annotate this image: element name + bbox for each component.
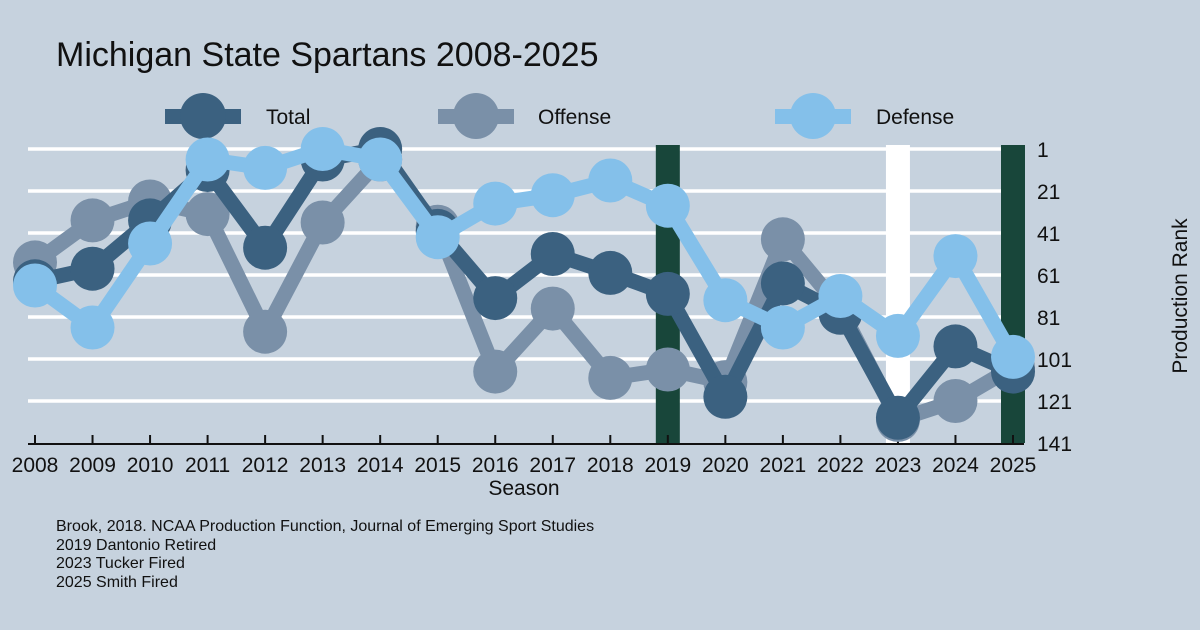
point-defense-2022 bbox=[818, 274, 863, 318]
point-defense-2020 bbox=[703, 278, 748, 323]
point-total-2016 bbox=[473, 276, 518, 321]
series-total bbox=[13, 127, 1035, 440]
point-total-2012 bbox=[243, 225, 288, 270]
series-layer bbox=[13, 127, 1035, 442]
x-tick-label: 2011 bbox=[185, 454, 230, 477]
x-tick-label: 2008 bbox=[12, 454, 59, 477]
x-tick-label: 2022 bbox=[817, 454, 864, 477]
legend-label: Total bbox=[266, 106, 310, 129]
legend-label: Defense bbox=[876, 106, 954, 129]
x-tick-label: 2016 bbox=[472, 454, 519, 477]
chart-title: Michigan State Spartans 2008-2025 bbox=[56, 36, 598, 74]
x-axis: 2008 2009 2010 2011 2012 2013 2014 2015 2016 2017… bbox=[12, 435, 1037, 477]
point-total-2021 bbox=[760, 261, 805, 306]
point-offense-2011 bbox=[185, 192, 230, 237]
y-tick-label: 21 bbox=[1037, 181, 1060, 204]
note-source: Brook, 2018. NCAA Production Function, J… bbox=[56, 518, 595, 535]
point-total-2019 bbox=[645, 271, 690, 316]
point-defense-2021 bbox=[760, 305, 805, 350]
point-defense-2017 bbox=[530, 173, 575, 218]
x-tick-label: 2012 bbox=[242, 454, 289, 477]
note-2023: 2023 Tucker Fired bbox=[56, 555, 185, 572]
point-defense-2016 bbox=[473, 181, 518, 226]
legend-label: Offense bbox=[538, 106, 611, 129]
point-total-2018 bbox=[588, 250, 633, 295]
point-offense-2021 bbox=[760, 217, 805, 262]
y-tick-label: 41 bbox=[1037, 223, 1060, 246]
point-defense-2023 bbox=[875, 313, 920, 358]
x-tick-label: 2015 bbox=[414, 454, 461, 477]
x-tick-label: 2009 bbox=[69, 454, 116, 477]
legend-marker-swatch bbox=[790, 93, 836, 139]
point-offense-2016 bbox=[473, 349, 518, 394]
point-defense-2009 bbox=[70, 305, 115, 350]
point-defense-2018 bbox=[588, 158, 633, 203]
y-axis-title: Production Rank bbox=[1169, 218, 1192, 374]
legend: Total Offense Defense bbox=[165, 93, 954, 139]
point-offense-2013 bbox=[300, 200, 345, 245]
y-tick-label: 81 bbox=[1037, 307, 1060, 330]
y-tick-label: 61 bbox=[1037, 265, 1060, 288]
source-notes: Brook, 2018. NCAA Production Function, J… bbox=[56, 518, 594, 592]
series-line-defense bbox=[30, 141, 1020, 361]
point-offense-2019 bbox=[645, 347, 690, 392]
x-tick-label: 2025 bbox=[990, 454, 1037, 477]
x-tick-label: 2017 bbox=[529, 454, 576, 477]
point-defense-2019 bbox=[645, 183, 690, 228]
point-defense-2014 bbox=[358, 137, 403, 182]
note-2025: 2025 Smith Fired bbox=[56, 573, 178, 591]
y-tick-label: 101 bbox=[1037, 349, 1072, 372]
point-defense-2024 bbox=[933, 234, 978, 279]
y-tick-label: 1 bbox=[1037, 139, 1049, 162]
point-defense-2025 bbox=[991, 334, 1035, 379]
point-total-2024 bbox=[933, 324, 978, 369]
x-tick-label: 2010 bbox=[127, 454, 174, 477]
point-defense-2012 bbox=[243, 145, 288, 190]
point-offense-2024 bbox=[933, 379, 978, 423]
point-offense-2018 bbox=[588, 355, 633, 400]
point-defense-2010 bbox=[128, 221, 173, 266]
x-tick-label: 2024 bbox=[932, 454, 979, 477]
legend-item-defense: Defense bbox=[775, 93, 954, 139]
x-tick-label: 2019 bbox=[644, 454, 691, 477]
x-tick-label: 2020 bbox=[702, 454, 749, 477]
point-defense-2015 bbox=[415, 215, 460, 260]
x-axis-title: Season bbox=[488, 477, 559, 500]
legend-item-offense: Offense bbox=[438, 93, 611, 139]
point-offense-2012 bbox=[243, 309, 288, 354]
event-bar-2025 bbox=[1001, 145, 1025, 443]
y-tick-label: 141 bbox=[1037, 433, 1072, 456]
legend-marker-swatch bbox=[453, 93, 499, 139]
x-tick-label: 2021 bbox=[760, 454, 807, 477]
x-tick-label: 2018 bbox=[587, 454, 634, 477]
x-tick-label: 2023 bbox=[875, 454, 922, 477]
x-tick-label: 2013 bbox=[299, 454, 346, 477]
point-total-2023 bbox=[875, 395, 920, 440]
legend-marker-swatch bbox=[180, 93, 226, 139]
point-total-2020 bbox=[703, 374, 748, 419]
series-defense bbox=[13, 127, 1035, 379]
point-offense-2017 bbox=[530, 286, 575, 331]
point-defense-2008 bbox=[13, 263, 57, 308]
note-2019: 2019 Dantonio Retired bbox=[56, 536, 217, 554]
x-tick-label: 2014 bbox=[357, 454, 404, 477]
legend-item-total: Total bbox=[165, 93, 310, 139]
point-offense-2009 bbox=[70, 198, 115, 243]
point-total-2009 bbox=[70, 246, 115, 291]
point-defense-2011 bbox=[185, 137, 230, 182]
y-tick-label: 121 bbox=[1037, 391, 1072, 414]
point-total-2017 bbox=[530, 232, 575, 276]
point-defense-2013 bbox=[300, 127, 345, 171]
